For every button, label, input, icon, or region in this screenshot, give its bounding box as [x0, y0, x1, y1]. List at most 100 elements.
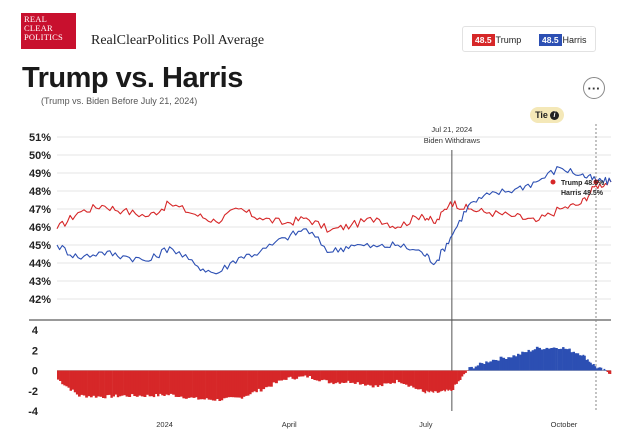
spread-bar: [165, 370, 168, 395]
spread-bar: [218, 370, 221, 401]
spread-bar: [555, 348, 558, 371]
spread-bar: [562, 347, 565, 371]
spread-bar: [452, 370, 455, 390]
ellipsis-icon: ···: [587, 80, 601, 96]
spread-bar: [395, 370, 399, 380]
spread-bar: [59, 370, 62, 381]
current-values-legend: 48.5 Trump 48.5 Harris: [462, 26, 596, 52]
spread-bar: [249, 370, 252, 395]
spread-bar: [222, 370, 226, 399]
spread-bar: [457, 370, 460, 382]
rcp-logo[interactable]: REAL CLEAR POLITICS: [21, 13, 76, 49]
spread-bar: [332, 370, 335, 385]
spread-bar: [594, 366, 597, 371]
page-title: Trump vs. Harris: [22, 62, 243, 94]
spread-bar: [481, 363, 484, 371]
end-point-marker: [550, 179, 556, 185]
spread-bar: [295, 370, 299, 379]
spread-bar: [499, 356, 503, 371]
spread-bar: [112, 370, 115, 397]
spread-bar: [483, 364, 486, 371]
spread-bar: [371, 370, 375, 388]
spread-bar: [584, 355, 586, 371]
spread-bar: [229, 370, 233, 398]
spread-bar: [409, 370, 413, 386]
spread-bar: [269, 370, 273, 387]
spread-bar: [209, 370, 213, 400]
spread-bar: [587, 359, 589, 371]
y-tick-label: 48%: [29, 186, 51, 198]
spread-bar: [75, 370, 79, 395]
spread-bar: [566, 349, 569, 371]
spread-bar: [535, 346, 539, 371]
end-label-trump: Trump 48.5%: [561, 180, 605, 187]
spread-bar: [585, 359, 588, 371]
spread-bar: [340, 370, 344, 383]
spread-bar: [123, 370, 126, 396]
spread-bar: [578, 355, 582, 371]
spread-bar: [407, 370, 411, 387]
spread-bar: [364, 370, 367, 386]
spread-bar: [146, 370, 149, 395]
spread-bar: [438, 370, 441, 393]
spread-bar: [421, 370, 424, 392]
spread-bar: [302, 370, 305, 377]
spread-bar: [588, 361, 591, 371]
spread-bar: [220, 370, 224, 401]
spread-bar: [590, 362, 592, 371]
spread-bar: [130, 370, 134, 395]
logo-line: POLITICS: [24, 32, 63, 42]
spread-bar: [606, 370, 609, 372]
spread-bar: [393, 370, 396, 384]
spread-bar: [102, 370, 105, 398]
spread-bar: [152, 370, 156, 398]
spread-bar: [374, 370, 378, 386]
spread-bar: [608, 370, 610, 374]
spread-bar: [405, 370, 408, 385]
y-tick-label: 0: [32, 366, 38, 378]
spread-bar: [512, 355, 516, 371]
y-tick-label: 50%: [29, 150, 51, 162]
spread-bar: [293, 370, 296, 380]
spread-bar: [369, 370, 372, 386]
spread-bar: [197, 370, 200, 400]
spread-bar: [179, 370, 183, 397]
annotation-event: Biden Withdraws: [424, 136, 481, 145]
spread-bar: [318, 370, 321, 382]
spread-bar: [313, 370, 317, 380]
spread-bar: [323, 370, 326, 380]
page-subtitle: (Trump vs. Biden Before July 21, 2024): [41, 96, 198, 106]
legend-harris: 48.5 Harris: [539, 34, 587, 46]
spread-bar: [514, 356, 518, 371]
spread-bar: [57, 370, 60, 380]
more-options-button[interactable]: ···: [583, 77, 605, 99]
spread-bar: [574, 353, 578, 371]
spread-bar: [87, 370, 91, 397]
spread-bar: [507, 357, 511, 371]
spread-bar: [338, 370, 342, 384]
spread-bar: [187, 370, 191, 398]
tie-badge[interactable]: Tie i: [530, 107, 564, 123]
spread-bar: [138, 370, 142, 396]
spread-bar: [423, 370, 425, 393]
spread-bar: [73, 370, 77, 393]
y-tick-label: 4: [32, 325, 39, 337]
spread-bar: [349, 370, 352, 383]
spread-bar: [568, 348, 571, 371]
spread-bar: [154, 370, 158, 394]
spread-bar: [351, 370, 355, 383]
y-tick-label: 45%: [29, 240, 51, 252]
spread-bar: [432, 370, 435, 393]
spread-bar: [207, 370, 211, 400]
spread-bar: [285, 370, 288, 380]
spread-bar: [593, 364, 595, 371]
spread-bar: [211, 370, 215, 401]
spread-bar: [519, 354, 522, 371]
spread-bar: [184, 370, 188, 399]
spread-bar: [247, 370, 250, 396]
spread-bar: [251, 370, 254, 393]
x-tick-label: 2024: [156, 420, 173, 429]
spread-bar: [557, 349, 561, 371]
spread-bar: [525, 352, 528, 371]
info-icon: i: [549, 110, 559, 120]
